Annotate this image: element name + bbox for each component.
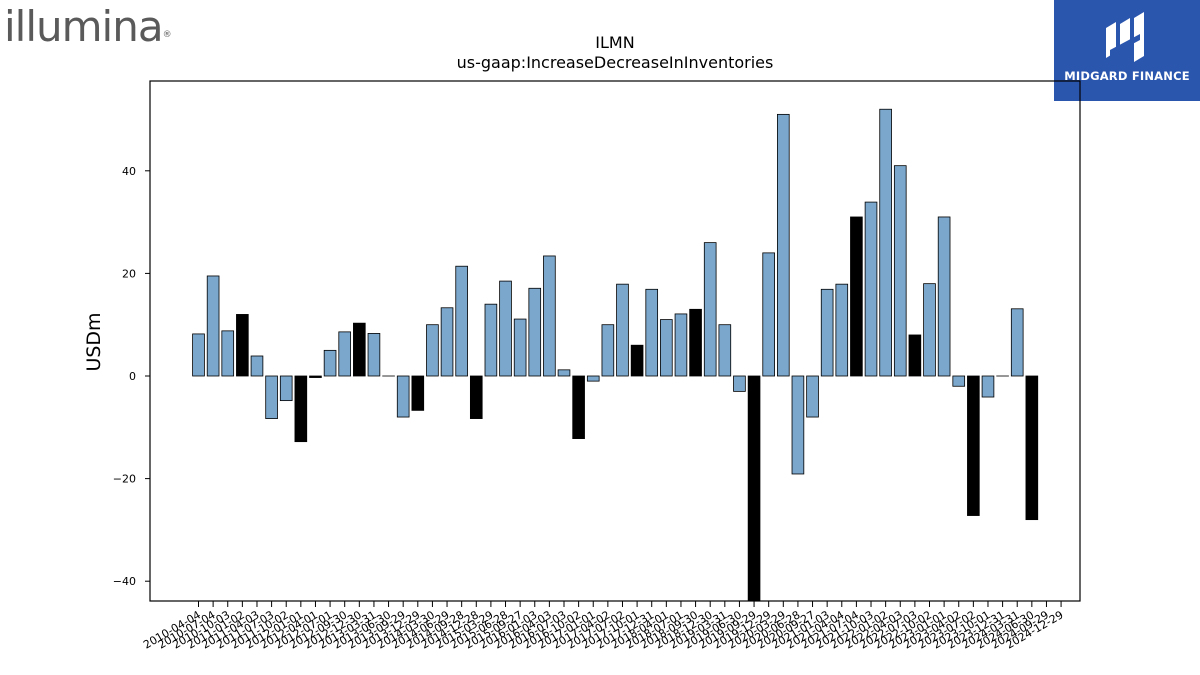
- y-tick-label: −40: [113, 575, 136, 588]
- bar-2013-03-31: [367, 333, 381, 377]
- bar-2015-06-28: [499, 280, 512, 377]
- bar-2018-07-01: [674, 313, 688, 377]
- bar-2012-01-01: [294, 375, 308, 443]
- x-axis-ticks: 2010-04-042010-07-042010-10-032011-01-02…: [141, 601, 1066, 652]
- bar-2021-01-03: [820, 288, 834, 377]
- bar-2024-03-31: [1010, 308, 1024, 377]
- midgard-finance-logo: MIDGARD FINANCE: [1054, 0, 1200, 101]
- bar-2023-04-02: [952, 375, 966, 387]
- bar-2018-12-30: [703, 242, 717, 377]
- bar-2010-07-04: [206, 275, 220, 377]
- chart-title: ILMN: [595, 33, 634, 52]
- bar-2023-01-01: [937, 216, 951, 377]
- bar-2013-12-29: [411, 375, 425, 411]
- bar-2018-04-01: [660, 319, 673, 377]
- y-tick-label: 20: [122, 267, 136, 280]
- registered-mark-icon: ®: [162, 30, 172, 40]
- bar-2011-04-03: [250, 355, 264, 377]
- bar-2017-07-02: [616, 283, 629, 377]
- bar-2014-12-28: [469, 375, 483, 419]
- bar-2015-03-29: [484, 303, 498, 377]
- bar-series: [192, 108, 1039, 602]
- bar-2024-06-30: [1025, 375, 1039, 521]
- bar-2013-09-29: [396, 375, 410, 418]
- illumina-logo: illumina®: [4, 2, 172, 52]
- midgard-logo-mark-icon: [1106, 12, 1144, 62]
- bar-2015-09-27: [513, 318, 527, 377]
- y-tick-label: 0: [129, 370, 136, 383]
- chart-subtitle: us-gaap:IncreaseDecreaseInInventories: [457, 53, 774, 72]
- bar-2014-06-29: [440, 307, 454, 377]
- plot-frame: [149, 80, 1081, 602]
- bar-2019-12-29: [762, 252, 775, 377]
- bar-2020-03-29: [777, 113, 790, 377]
- bar-2011-10-02: [279, 375, 293, 402]
- bar-2014-09-28: [455, 265, 468, 377]
- bar-2010-10-03: [221, 330, 235, 377]
- bar-2021-07-04: [850, 216, 863, 377]
- y-axis-ticks: −40 −20 0 20 40: [113, 165, 150, 588]
- bar-2012-07-01: [323, 349, 337, 377]
- bar-2020-06-28: [791, 375, 805, 475]
- bar-2010-04-04: [192, 333, 205, 377]
- bar-2020-09-27: [806, 375, 819, 418]
- bar-2019-06-30: [733, 375, 746, 392]
- bar-2012-04-01: [309, 375, 322, 378]
- bar-2022-04-03: [893, 165, 907, 377]
- bar-2011-07-03: [265, 375, 278, 419]
- bar-2017-12-31: [645, 288, 659, 377]
- bar-2023-10-01: [981, 375, 995, 398]
- y-tick-label: −20: [113, 473, 136, 486]
- bar-2021-04-04: [835, 283, 849, 377]
- bar-2017-04-02: [601, 324, 615, 377]
- bar-2012-12-30: [353, 322, 366, 377]
- bar-2016-04-03: [543, 255, 556, 377]
- midgard-finance-brand-text: MIDGARD FINANCE: [1064, 69, 1190, 83]
- bar-2019-03-31: [718, 324, 732, 377]
- illumina-logo-text: illumina: [4, 2, 164, 51]
- bar-2016-10-02: [572, 375, 585, 439]
- y-tick-label: 40: [122, 165, 136, 178]
- y-axis-label: USDm: [83, 312, 105, 371]
- bar-2019-09-29: [747, 375, 761, 602]
- bar-2021-10-03: [864, 201, 878, 377]
- bar-2022-10-02: [923, 283, 936, 377]
- bar-2017-01-01: [586, 375, 600, 382]
- bar-2016-07-03: [557, 369, 571, 377]
- bar-2022-07-03: [908, 334, 922, 377]
- bar-2018-09-30: [689, 308, 702, 377]
- bar-2023-07-02: [967, 375, 980, 516]
- bar-2017-10-01: [630, 344, 644, 377]
- bar-2014-03-30: [426, 324, 439, 377]
- bar-2011-01-02: [236, 314, 249, 377]
- bar-2016-01-03: [528, 287, 542, 377]
- bar-2012-09-30: [338, 331, 351, 377]
- bar-2022-01-02: [879, 108, 892, 377]
